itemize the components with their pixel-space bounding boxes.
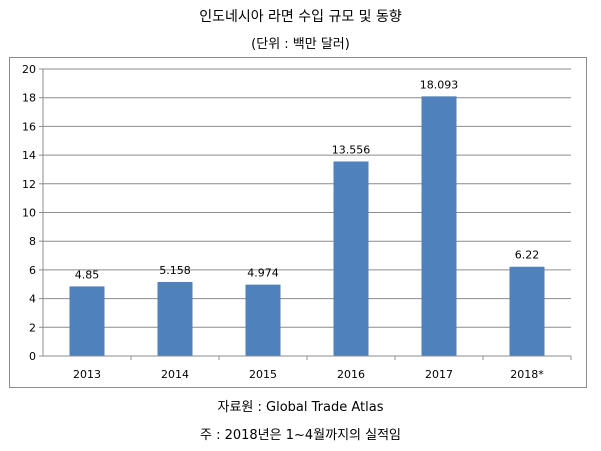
- bar-2013: [69, 286, 105, 356]
- bar-2014: [157, 281, 193, 356]
- chart-unit-subtitle: (단위 : 백만 달러): [251, 37, 350, 52]
- y-tick-label: 2: [29, 321, 36, 334]
- source-note: 자료원 : Global Trade Atlas: [217, 400, 384, 415]
- y-tick-label: 12: [22, 178, 36, 191]
- data-label: 18.093: [420, 78, 459, 91]
- bar-2017: [421, 96, 457, 356]
- data-label: 5.158: [159, 264, 191, 277]
- y-tick-label: 18: [22, 92, 36, 105]
- y-tick-label: 0: [29, 350, 36, 363]
- y-tick-label: 14: [22, 149, 36, 162]
- chart-frame: [9, 57, 587, 388]
- y-tick-label: 8: [29, 235, 36, 248]
- y-tick-label: 6: [29, 264, 36, 277]
- gridlines: [43, 68, 571, 357]
- x-tick-label: 2016: [337, 368, 365, 381]
- x-tick-label: 2014: [161, 368, 189, 381]
- data-label: 13.556: [332, 143, 371, 156]
- chart-title: 인도네시아 라면 수입 규모 및 동향: [199, 9, 402, 25]
- bar-2016: [333, 161, 369, 356]
- bar-2015: [245, 284, 281, 356]
- data-label: 4.974: [247, 267, 279, 280]
- x-tick-label: 2018*: [510, 368, 544, 381]
- y-tick-label: 10: [22, 207, 36, 220]
- data-label: 4.85: [75, 268, 100, 281]
- footnote: 주 : 2018년은 1~4월까지의 실적임: [199, 428, 402, 443]
- x-tick-label: 2017: [425, 368, 453, 381]
- y-tick-label: 20: [22, 63, 36, 76]
- y-tick-label: 4: [29, 293, 36, 306]
- x-tick-label: 2015: [249, 368, 277, 381]
- data-label: 6.22: [515, 249, 540, 262]
- bar-2018-est: [509, 266, 545, 356]
- labels: 0 2 4 6 8 10 12 14 16 18 20 4.85 2013 5.158 2014 4.974 2…: [22, 63, 544, 381]
- y-tick-label: 16: [22, 120, 36, 133]
- x-tick-label: 2013: [73, 368, 101, 381]
- axes: [39, 68, 572, 360]
- bars: [69, 96, 545, 356]
